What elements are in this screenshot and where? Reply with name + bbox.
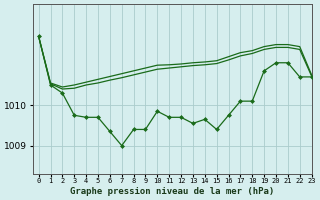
- X-axis label: Graphe pression niveau de la mer (hPa): Graphe pression niveau de la mer (hPa): [70, 187, 274, 196]
